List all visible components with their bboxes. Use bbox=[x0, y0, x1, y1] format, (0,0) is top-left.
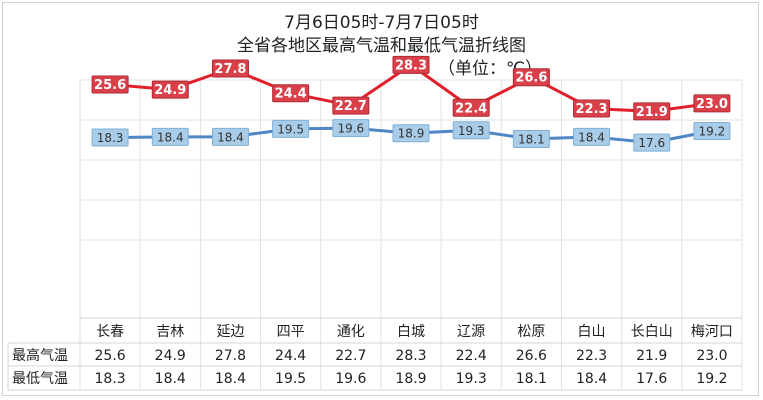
data-label-box bbox=[573, 127, 611, 146]
category-label: 通化 bbox=[337, 324, 365, 340]
table-value: 24.9 bbox=[155, 348, 186, 364]
table-value: 24.4 bbox=[275, 348, 306, 364]
data-label: 21.9 bbox=[636, 105, 668, 120]
data-label: 22.7 bbox=[335, 99, 367, 114]
data-label-box bbox=[392, 55, 430, 74]
data-label: 26.6 bbox=[515, 71, 547, 86]
table-value: 18.4 bbox=[576, 371, 607, 387]
category-label: 白城 bbox=[397, 324, 425, 340]
data-label-box bbox=[332, 119, 370, 138]
table-value: 18.4 bbox=[155, 371, 186, 387]
category-label: 长春 bbox=[96, 324, 124, 340]
data-label-box bbox=[452, 98, 490, 117]
data-label-box bbox=[693, 122, 731, 141]
table-value: 19.2 bbox=[696, 371, 727, 387]
data-label-box bbox=[272, 119, 310, 138]
data-label: 27.8 bbox=[214, 62, 246, 77]
table-value: 28.3 bbox=[395, 348, 426, 364]
data-label-box bbox=[332, 96, 370, 115]
data-label-box bbox=[151, 127, 189, 146]
category-label: 延边 bbox=[216, 324, 244, 340]
table-value: 22.7 bbox=[335, 348, 366, 364]
table-value: 19.6 bbox=[335, 371, 366, 387]
data-label-box bbox=[693, 94, 731, 113]
table-value: 17.6 bbox=[636, 371, 667, 387]
data-label-box bbox=[392, 124, 430, 143]
data-label-box bbox=[633, 102, 671, 121]
category-label: 四平 bbox=[277, 324, 305, 340]
table-value: 19.3 bbox=[456, 371, 487, 387]
data-label: 19.5 bbox=[277, 122, 304, 136]
data-label: 18.4 bbox=[157, 130, 184, 144]
category-label: 辽源 bbox=[457, 324, 485, 340]
data-label-box bbox=[633, 133, 671, 152]
data-label: 22.4 bbox=[455, 101, 487, 116]
data-label-box bbox=[452, 121, 490, 140]
data-label: 19.3 bbox=[458, 124, 485, 138]
table-value: 26.6 bbox=[516, 348, 547, 364]
table-value: 18.1 bbox=[516, 371, 547, 387]
table-series-name: 最低气温 bbox=[12, 371, 68, 387]
data-label-box bbox=[272, 84, 310, 103]
data-label: 17.6 bbox=[638, 136, 665, 150]
table-value: 22.3 bbox=[576, 348, 607, 364]
data-label-box bbox=[211, 127, 249, 146]
data-label: 19.2 bbox=[699, 125, 726, 139]
data-label-box bbox=[151, 80, 189, 99]
table-value: 23.0 bbox=[696, 348, 727, 364]
data-label: 18.4 bbox=[217, 130, 244, 144]
chart-title-line-2: 全省各地区最高气温和最低气温折线图 bbox=[237, 36, 526, 56]
table-value: 18.9 bbox=[395, 371, 426, 387]
data-label: 24.9 bbox=[154, 83, 186, 98]
table-series-name: 最高气温 bbox=[12, 347, 68, 364]
table-value: 18.3 bbox=[95, 371, 126, 387]
data-label-box bbox=[91, 75, 129, 94]
data-label: 24.4 bbox=[275, 87, 307, 102]
data-label-box bbox=[91, 128, 129, 147]
data-label: 28.3 bbox=[395, 58, 427, 73]
table-value: 18.4 bbox=[215, 371, 246, 387]
data-label: 22.3 bbox=[576, 102, 608, 117]
table-value: 27.8 bbox=[215, 348, 246, 364]
data-label: 19.6 bbox=[337, 122, 364, 136]
table-value: 21.9 bbox=[636, 348, 667, 364]
category-label: 长白山 bbox=[631, 324, 673, 340]
table-value: 25.6 bbox=[95, 348, 126, 364]
table-value: 22.4 bbox=[456, 348, 487, 364]
data-label: 18.1 bbox=[518, 133, 545, 147]
data-label-box bbox=[512, 68, 550, 87]
category-label: 吉林 bbox=[156, 324, 184, 340]
data-label: 18.3 bbox=[97, 131, 124, 145]
chart-title-line-1: 7月6日05时-7月7日05时 bbox=[284, 13, 479, 33]
category-label: 白山 bbox=[578, 324, 606, 340]
data-label: 25.6 bbox=[94, 78, 126, 93]
data-label: 18.4 bbox=[578, 130, 605, 144]
chart-frame bbox=[2, 2, 759, 396]
data-label: 18.9 bbox=[398, 127, 425, 141]
table-value: 19.5 bbox=[275, 371, 306, 387]
data-label-box bbox=[211, 59, 249, 78]
category-label: 梅河口 bbox=[691, 324, 733, 340]
category-label: 松原 bbox=[517, 324, 545, 340]
data-label-box bbox=[573, 99, 611, 118]
data-label-box bbox=[512, 130, 550, 149]
data-label: 23.0 bbox=[696, 97, 728, 112]
